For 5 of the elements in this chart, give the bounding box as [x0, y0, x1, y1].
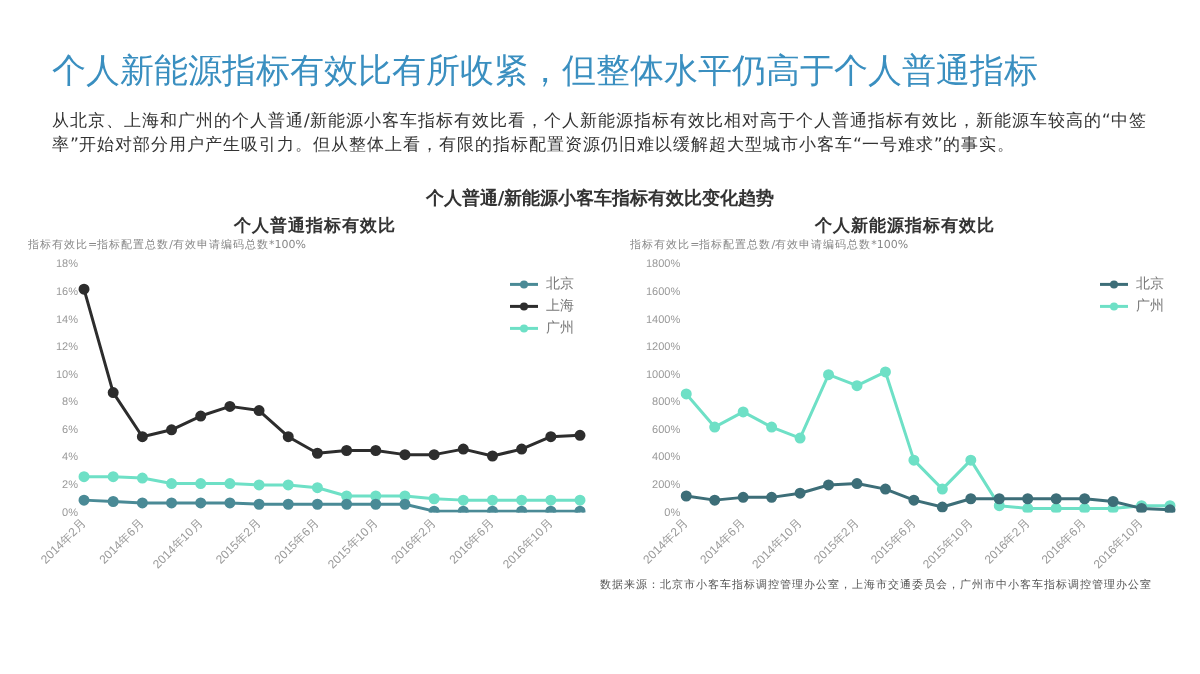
- text: 个人新能源指标有效比有所收紧，但整体水平仍高于个人普通指标: [52, 50, 1038, 94]
- chart-title: 个人新能源指标有效比: [813, 214, 995, 237]
- text: 从北京、上海和广州的个人普通/新能源小客车指标有效比看，个人新能源指标有效比相对高于个人普通指标有效比，新能源车较高的“中签率”开始对部分用户产生吸引力。但从整体上看，有限的指标配置资源仍旧难以缓解超大型城市小客车“一号难求”的事实。: [52, 110, 1149, 158]
- chart-title: 个人普通指标有效比: [232, 214, 396, 237]
- text: 个人普通/新能源小客车指标有效比变化趋势: [423, 186, 777, 212]
